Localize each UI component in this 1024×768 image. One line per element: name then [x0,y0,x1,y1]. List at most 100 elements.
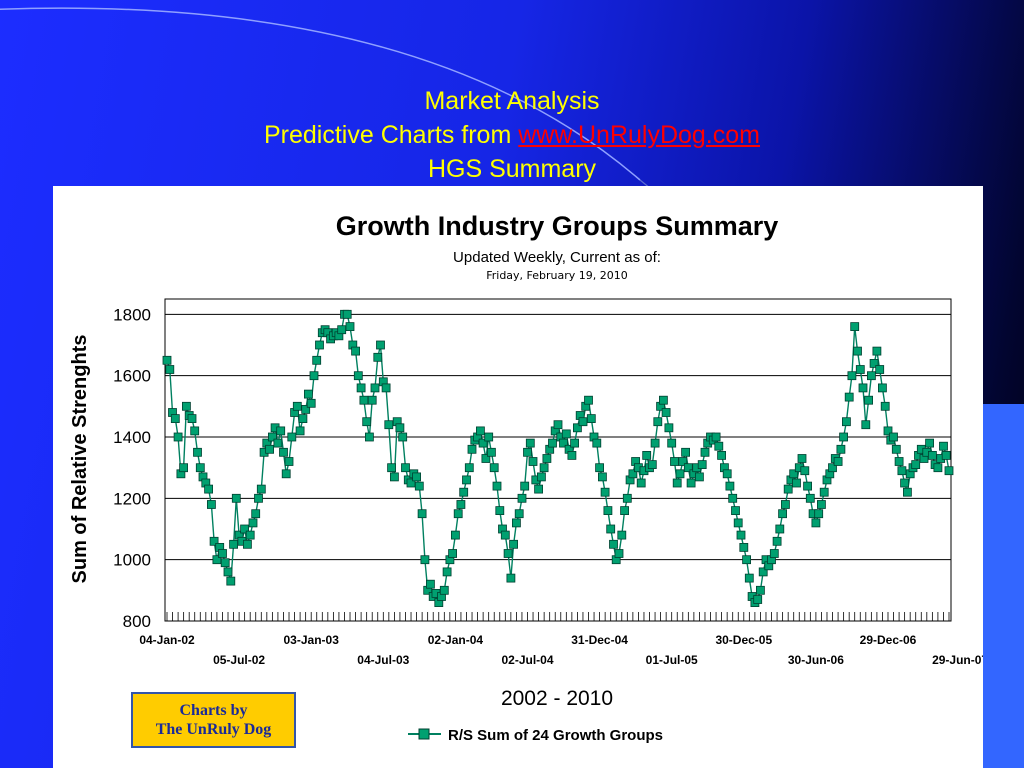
y-tick-1600: 1600 [113,367,151,386]
data-point [439,585,449,595]
x-tick-30-Dec-05: 30-Dec-05 [715,633,772,647]
unrulydog-link[interactable]: www.UnRulyDog.com [518,121,760,149]
data-point [395,423,405,433]
data-point [553,420,563,430]
data-point [670,457,679,466]
data-point [181,401,191,411]
data-point [542,454,552,463]
data-point [536,472,546,482]
data-point [464,463,474,473]
data-point [306,398,316,408]
data-point [251,509,261,519]
data-point [900,478,909,488]
data-point [875,365,885,374]
data-point [939,441,948,451]
data-point [187,414,197,424]
data-point [467,444,477,454]
data-point [204,484,214,494]
data-point [894,457,904,466]
x-tick-29-Jun-07: 29-Jun-07 [932,653,983,667]
data-point [928,450,937,460]
data-point [736,530,746,540]
data-point [598,472,607,482]
slide-title-line3: HGS Summary [427,155,597,183]
data-point [484,432,494,442]
data-point [622,493,632,503]
x-tick-02-Jul-04: 02-Jul-04 [501,653,553,667]
data-point [206,500,216,509]
x-tick-03-Jan-03: 03-Jan-03 [284,633,340,647]
data-point [417,509,427,519]
data-point [847,371,857,381]
data-point [245,530,255,540]
data-point [276,426,286,436]
data-point [312,355,322,365]
data-point [650,438,660,448]
data-point [561,429,571,439]
data-point [309,371,319,381]
y-tick-labels: 800 1000 1200 1400 1600 1800 [113,305,151,631]
chart-panel: Growth Industry Groups Summary Updated W… [53,186,983,768]
data-point [442,567,452,577]
slide-title-line2-prefix: Predictive Charts from [264,121,519,149]
data-point [836,444,846,454]
data-point [753,595,763,604]
data-point [617,530,627,540]
y-axis-label: Sum of Relative Strenghts [69,335,91,584]
data-point [462,475,471,485]
data-point [944,466,954,476]
y-tick-1000: 1000 [113,551,151,570]
data-point [367,395,377,405]
data-point [742,555,751,565]
data-point [789,469,799,479]
data-point [714,441,724,451]
data-point [903,487,912,497]
data-point [609,539,618,549]
data-point [872,346,882,356]
data-point [664,423,674,433]
slide-title-line1: Market Analysis [424,87,600,115]
data-point [725,481,735,491]
data-point [295,426,305,436]
data-point [281,469,291,479]
data-point [448,549,458,558]
logo-line2: The UnRuly Dog [155,721,272,738]
data-point [878,383,887,393]
data-point [628,469,638,479]
legend-marker [418,728,430,740]
data-point [667,438,677,448]
data-point [364,432,374,442]
data-point [620,506,629,516]
data-point [681,447,690,457]
data-point [376,340,385,350]
data-point [839,432,848,442]
data-point [362,417,372,427]
data-point [209,536,219,546]
data-point [853,346,862,356]
data-point [412,472,422,482]
data-point [781,500,790,509]
data-point [218,549,227,558]
data-point [744,573,754,583]
data-point [231,493,241,503]
data-point [756,585,765,595]
data-point [889,432,898,442]
data-point [267,432,277,442]
data-point [398,432,408,442]
data-point [614,549,624,558]
data-point [636,478,646,488]
data-point [265,444,275,454]
slide-title-line2: Predictive Charts from www.UnRulyDog.com [0,118,1024,152]
data-point [891,444,901,454]
x-tick-04-Jul-03: 04-Jul-03 [357,653,409,667]
x-axis-label: 2002 - 2010 [501,687,613,710]
data-point [165,365,175,374]
data-point [883,426,893,436]
data-point [911,460,921,470]
data-point [292,401,302,411]
data-point [672,478,682,488]
data-point [559,438,568,448]
hgs-chart: Growth Industry Groups Summary Updated W… [69,211,983,744]
data-point [425,579,435,589]
data-point [450,530,460,540]
